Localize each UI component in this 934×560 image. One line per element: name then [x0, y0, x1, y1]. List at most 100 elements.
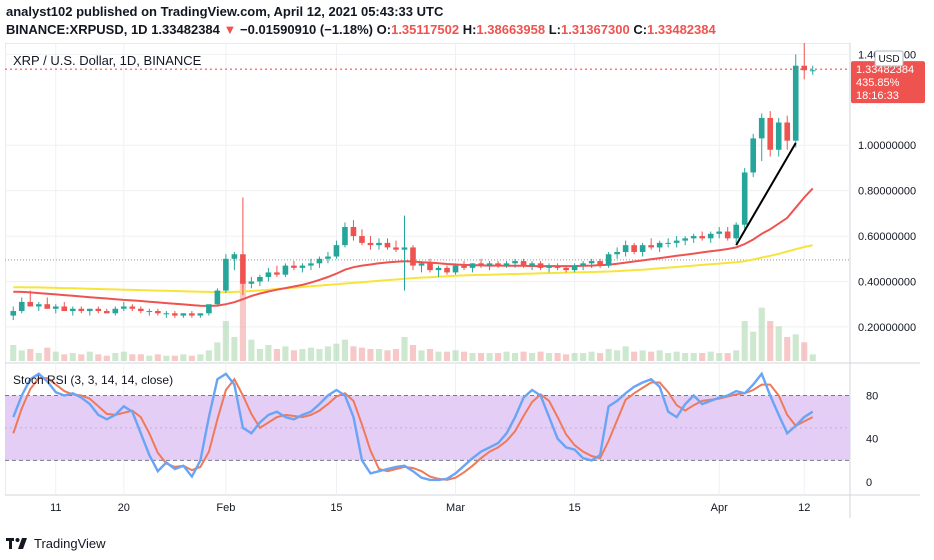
volume-bar: [469, 353, 476, 361]
candle-body: [146, 311, 153, 313]
last-price: 1.33482384: [151, 22, 220, 37]
footer: TradingView: [6, 533, 106, 553]
volume-bar: [443, 351, 451, 361]
candle-body: [469, 263, 476, 268]
candle-body: [316, 258, 323, 264]
volume-bar: [409, 345, 417, 361]
candle-body: [809, 70, 816, 72]
candle-body: [741, 172, 748, 225]
volume-bar: [494, 353, 502, 361]
candle-body: [197, 313, 204, 316]
candle-body: [554, 265, 561, 268]
candle-body: [163, 313, 170, 315]
volume-bar: [690, 353, 697, 361]
volume-bar: [707, 351, 714, 361]
low-value: 1.31367300: [561, 22, 630, 37]
volume-bar: [18, 350, 25, 361]
candle-body: [775, 122, 782, 150]
volume-bar: [307, 347, 314, 361]
candle-body: [707, 233, 714, 239]
candle-body: [95, 308, 102, 312]
candle-body: [435, 267, 442, 271]
time-tick-label: Feb: [216, 502, 235, 514]
volume-bar: [648, 351, 655, 361]
volume-bar: [163, 355, 170, 361]
close-label: C:: [633, 22, 648, 37]
volume-bar: [154, 354, 161, 361]
volume-bar: [699, 353, 706, 361]
volume-bar: [214, 342, 221, 361]
price-tick-label: 0.60000000: [858, 231, 916, 243]
volume-bar: [392, 349, 400, 361]
last-price-countdown: 18:16:33: [856, 90, 899, 102]
candle-body: [648, 245, 654, 248]
volume-bar: [682, 353, 689, 361]
volume-bar: [724, 353, 731, 361]
volume-bar: [401, 337, 408, 361]
main-chart-title: XRP / U.S. Dollar, 1D, BINANCE: [13, 53, 202, 68]
volume-bar: [180, 354, 187, 361]
volume-bar: [290, 350, 297, 361]
candle-body: [69, 308, 76, 312]
stoch-d-line: [12, 377, 814, 481]
candle-body: [750, 138, 757, 173]
candle-body: [206, 304, 212, 314]
ma50-line: [13, 244, 813, 294]
candle-body: [486, 263, 493, 266]
volume-bar: [188, 355, 195, 361]
candle-body: [18, 301, 25, 312]
volume-bar: [741, 321, 748, 361]
volume-bar: [265, 345, 272, 361]
candle-body: [580, 263, 586, 266]
candle-body: [597, 261, 603, 266]
volume-bar: [112, 353, 119, 361]
volume-bar: [580, 353, 587, 361]
high-label: H:: [462, 22, 477, 37]
candle-body: [699, 236, 705, 239]
time-tick-label: 12: [798, 502, 810, 514]
candle-body: [401, 247, 408, 250]
volume-bar: [631, 351, 638, 361]
candle-body: [231, 254, 238, 259]
volume-bar: [316, 349, 323, 361]
candle-body: [155, 311, 161, 314]
candle-body: [121, 306, 127, 309]
volume-bar: [52, 351, 59, 361]
volume-bar: [512, 353, 519, 361]
candle-body: [495, 263, 501, 266]
candle-body: [384, 242, 391, 248]
volume-bar: [367, 349, 374, 361]
volume-bar: [120, 351, 127, 361]
candle-body: [605, 254, 612, 266]
volume-bar: [775, 326, 782, 361]
symbol: BINANCE:XRPUSD, 1D: [6, 22, 148, 37]
candle-body: [520, 261, 527, 266]
volume-bar: [282, 346, 289, 361]
candle-body: [172, 313, 178, 316]
chart-svg[interactable]: 0.20000000 0.40000000 0.60000000 0.80000000…: [4, 31, 925, 523]
candle-body: [189, 313, 195, 316]
candle-body: [758, 117, 765, 139]
last-price-value: 1.33482384: [856, 64, 914, 76]
volume-bar: [299, 349, 306, 361]
candle-body: [716, 231, 722, 234]
price-tick-label: 1.00000000: [858, 140, 916, 152]
candle-body: [546, 265, 552, 268]
candle-body: [61, 306, 68, 312]
volume-bar: [792, 334, 799, 361]
volume-bar: [61, 354, 68, 361]
volume-bar: [324, 346, 332, 361]
time-tick-label: 15: [568, 502, 580, 514]
volume-bar: [460, 351, 468, 361]
candle-body: [104, 311, 110, 314]
candle-body: [359, 236, 365, 243]
chart-frame[interactable]: 0.20000000 0.40000000 0.60000000 0.80000000…: [4, 31, 925, 523]
volume-bar: [588, 351, 595, 361]
volume-bar: [375, 349, 383, 361]
candle-body: [801, 65, 808, 71]
tradingview-logo-icon: [6, 538, 27, 549]
candle-body: [274, 272, 280, 275]
volume-bar: [35, 353, 42, 361]
volume-bar: [809, 354, 816, 361]
volume-bar: [520, 351, 527, 361]
